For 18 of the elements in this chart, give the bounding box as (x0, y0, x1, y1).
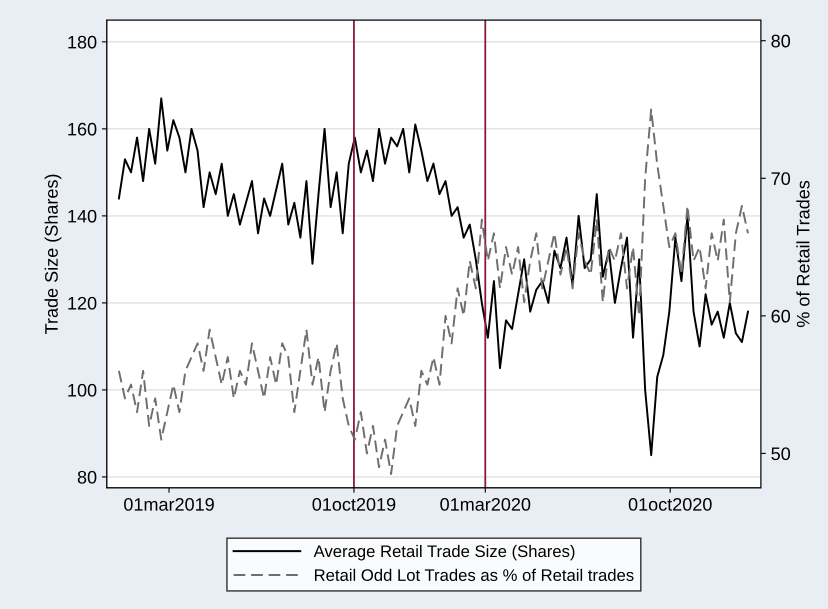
y-tick-label: 80 (78, 470, 96, 484)
legend-label: Average Retail Trade Size (Shares) (314, 544, 574, 560)
y-tick-label: 140 (68, 210, 96, 223)
y-axis-title: Trade Size (Shares) (44, 174, 62, 334)
x-tick-label: 01mar2019 (124, 498, 214, 511)
y2-tick-label: 50 (771, 447, 790, 460)
x-tick-label: 01oct2019 (312, 498, 396, 511)
x-tick-label: 01oct2020 (628, 498, 712, 511)
y-tick-label: 160 (68, 122, 96, 136)
legend-label: Retail Odd Lot Trades as % of Retail trades (314, 568, 634, 582)
y2-tick-label: 80 (771, 34, 790, 48)
y2-tick-label: 60 (772, 310, 790, 323)
y-tick-label: 100 (68, 384, 96, 397)
y-tick-label: 120 (68, 296, 96, 310)
x-tick-label: 01mar2020 (440, 498, 530, 511)
y2-tick-label: 70 (772, 172, 790, 186)
y2-axis-title: % of Retail Trades (796, 180, 810, 328)
y-tick-label: 180 (68, 36, 96, 49)
